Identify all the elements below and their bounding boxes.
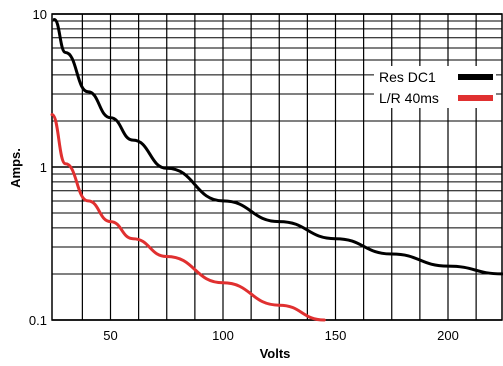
legend-swatch-lr-40ms	[458, 95, 493, 101]
x-tick-label: 50	[103, 328, 117, 343]
x-tick-label: 100	[212, 328, 234, 343]
y-axis-label: Amps.	[8, 148, 23, 188]
series-line-0	[52, 18, 503, 276]
grid	[51, 13, 503, 321]
x-tick-label: 200	[437, 328, 459, 343]
y-tick-label: 10	[33, 7, 47, 22]
legend: Res DC1 L/R 40ms	[374, 66, 496, 108]
x-tick-label: 150	[325, 328, 347, 343]
legend-swatch-res-dc1	[458, 74, 493, 80]
series-layer	[50, 18, 503, 322]
legend-label-lr-40ms: L/R 40ms	[379, 90, 439, 106]
plot-frame	[51, 13, 503, 321]
y-tick-label: 0.1	[29, 313, 47, 328]
y-tick-label: 1	[40, 160, 47, 175]
x-axis-label: Volts	[260, 346, 291, 361]
series-line-1	[50, 113, 326, 322]
legend-label-res-dc1: Res DC1	[379, 69, 436, 85]
tick-labels: 50 100 150 200 0.1 1 10	[29, 7, 459, 343]
